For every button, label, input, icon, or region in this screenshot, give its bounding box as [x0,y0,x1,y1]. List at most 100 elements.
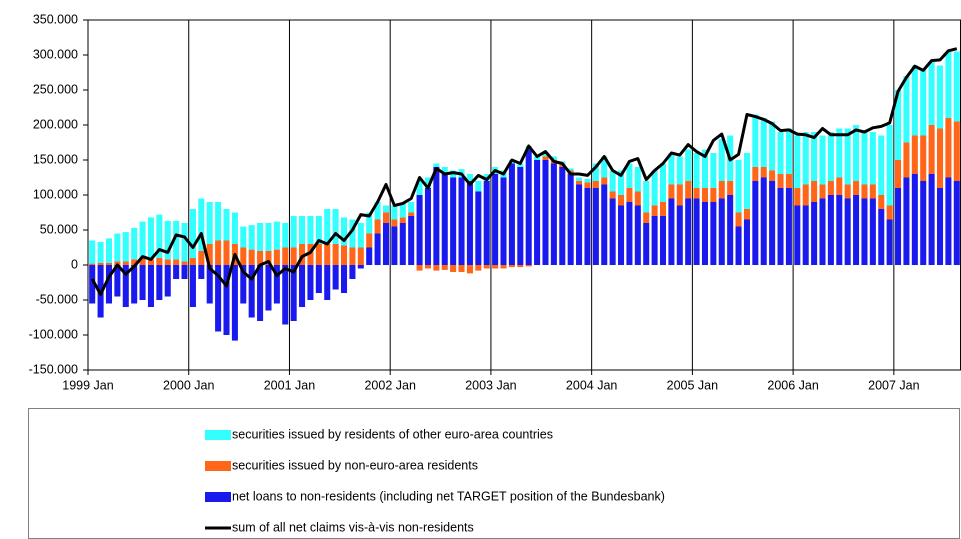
legend-label: sum of all net claims vis-à-vis non-resi… [232,520,474,534]
bar [248,249,255,265]
bar [315,265,322,293]
bar [265,265,272,311]
x-tick-label: 2005 Jan [667,378,718,392]
bar [785,174,792,188]
bar [466,181,473,265]
bar [853,181,860,195]
bar [735,160,742,213]
y-tick-label: -50.000 [36,292,78,306]
bar [886,219,893,265]
bar [802,184,809,206]
bar [701,188,708,202]
bar [609,191,616,199]
bar [651,205,658,216]
bar [567,174,574,265]
bar [382,212,390,223]
bar [802,205,809,265]
bar [349,247,356,265]
bar [248,225,255,250]
bar [668,198,675,265]
bar [928,174,935,265]
bar [215,240,222,265]
bar [634,205,641,265]
bar [307,265,314,300]
bar [878,135,885,195]
bar [634,191,641,206]
bar [257,223,264,251]
bar [458,177,465,265]
bar [928,62,935,125]
bar [609,198,616,265]
bar [357,265,364,269]
bar [131,227,138,260]
bar [500,177,507,265]
legend-swatch [205,430,231,440]
bar [231,265,238,341]
bar [920,181,927,265]
bar [206,244,213,265]
bar [164,259,171,265]
bar [618,170,625,195]
bar [844,184,851,199]
bar [198,265,205,279]
x-tick-label: 2000 Jan [163,378,214,392]
bar [156,214,163,258]
bar [760,167,767,178]
bar [869,184,876,199]
bar [844,198,851,265]
bar [475,181,482,192]
line [90,47,958,296]
bar [223,265,230,335]
bar [601,177,608,185]
bar [299,244,306,265]
bar [131,265,138,304]
bar [424,265,431,269]
bar [760,177,767,265]
bar [391,226,398,265]
bar [408,216,415,265]
bar [433,265,440,271]
bar [903,142,910,178]
bar [240,265,247,304]
bar [903,177,910,265]
bar [290,216,297,248]
bar [315,244,322,265]
bar [433,167,440,265]
bar [189,258,196,265]
bar [257,251,264,265]
bar [282,223,289,248]
bar [534,160,541,265]
bar [89,265,96,304]
bar [769,170,776,181]
bar [727,195,734,265]
bar [936,65,944,129]
bar [189,265,196,307]
bar [609,170,616,192]
bar [659,216,667,265]
bar [223,240,230,265]
bar [576,177,583,181]
bar [542,160,549,265]
bar [181,265,188,279]
bar [844,128,851,185]
bar [895,188,902,265]
bar [651,216,658,265]
x-tick-label: 2007 Jan [868,378,919,392]
bar [147,259,154,265]
bar [685,181,692,199]
bar [752,167,759,181]
bar [374,202,381,220]
bar [332,265,339,290]
bar [441,167,448,174]
bar [769,121,776,171]
bar [618,195,625,206]
bar [458,265,465,272]
legend-swatch [205,461,231,471]
bar [584,188,591,265]
bar [223,209,230,241]
bar [416,265,423,271]
y-tick-label: 100.000 [33,187,78,201]
legend-label: securities issued by residents of other … [232,427,553,441]
y-tick-label: 200.000 [33,117,78,131]
bar [391,219,398,227]
